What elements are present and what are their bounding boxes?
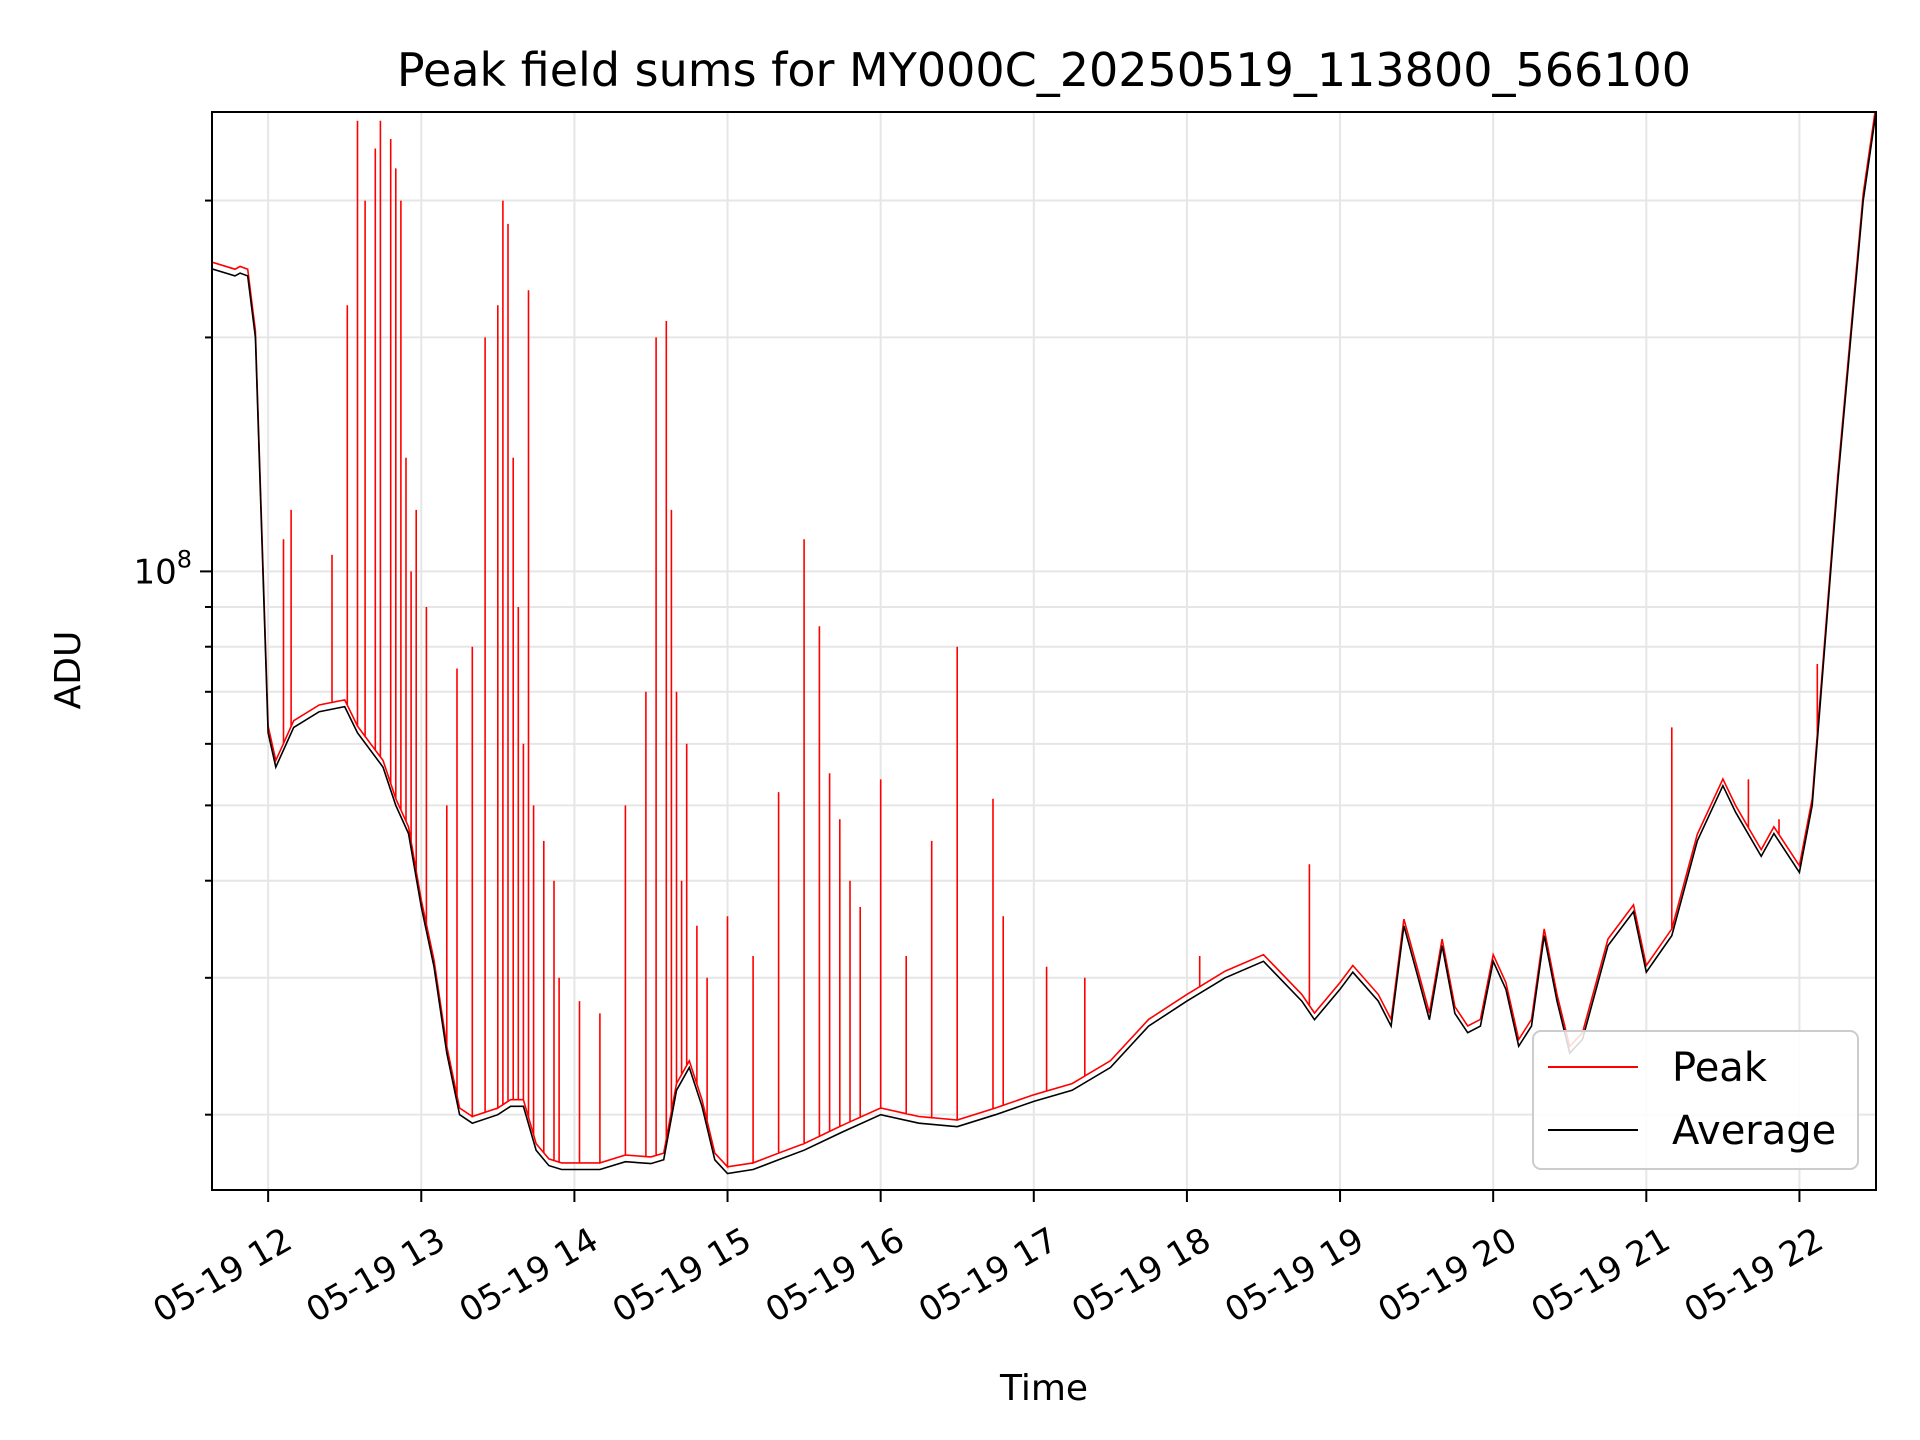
axes-frame [211, 111, 1877, 1191]
chart-title: Peak field sums for MY000C_20250519_1138… [397, 43, 1691, 97]
legend-average-label: Average [1672, 1108, 1836, 1154]
y-tick-label: 108 [133, 545, 192, 592]
legend-box [1532, 1030, 1859, 1170]
y-axis-label: ADU [48, 631, 89, 710]
legend: Peak Average [1532, 1030, 1859, 1170]
peak-series-line [212, 112, 1876, 1169]
x-axis-label: Time [999, 1368, 1088, 1409]
legend-peak-label: Peak [1672, 1045, 1768, 1091]
